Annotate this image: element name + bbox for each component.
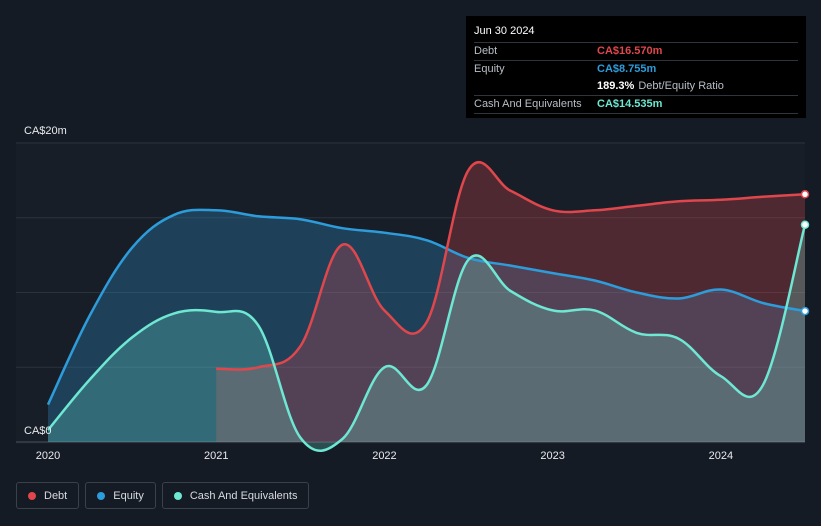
tooltip-equity-value: CA$8.755m bbox=[597, 63, 657, 75]
legend: Debt Equity Cash And Equivalents bbox=[16, 482, 310, 509]
debt-area bbox=[216, 162, 805, 443]
x-tick-label: 2023 bbox=[540, 450, 565, 462]
debt-endpoint[interactable] bbox=[800, 190, 810, 199]
tooltip-ratio-value: 189.3% bbox=[597, 80, 635, 92]
tooltip-ratio-label-empty bbox=[474, 78, 597, 95]
equity-area bbox=[48, 209, 805, 442]
tooltip-row-equity: Equity CA$8.755m bbox=[474, 60, 798, 78]
cash-line bbox=[47, 224, 807, 452]
legend-debt-label: Debt bbox=[44, 489, 68, 502]
tooltip-ratio-suffix: Debt/Equity Ratio bbox=[638, 80, 724, 92]
tooltip-cash-label: Cash And Equivalents bbox=[474, 98, 582, 110]
x-tick-label: 2020 bbox=[35, 450, 61, 462]
equity-dot-icon bbox=[97, 491, 106, 500]
tooltip-cash-value: CA$14.535m bbox=[597, 98, 663, 110]
tooltip-row-ratio: 189.3% Debt/Equity Ratio bbox=[474, 78, 798, 95]
equity-line bbox=[46, 208, 806, 406]
tooltip-row-cash: Cash And Equivalents CA$14.535m bbox=[474, 95, 798, 113]
legend-item-equity[interactable]: Equity bbox=[85, 482, 156, 509]
tooltip-divider bbox=[474, 113, 798, 114]
legend-item-cash[interactable]: Cash And Equivalents bbox=[161, 482, 310, 509]
x-tick-label: 2024 bbox=[708, 450, 734, 462]
legend-item-debt[interactable]: Debt bbox=[16, 482, 80, 509]
tooltip-debt-label: Debt bbox=[474, 45, 498, 57]
x-tick-label: 2022 bbox=[372, 450, 397, 462]
debt-dot-icon bbox=[28, 491, 36, 500]
y-axis-bottom-label: CA$0 bbox=[24, 425, 52, 437]
cash-dot-icon bbox=[173, 491, 182, 500]
tooltip-row-debt: Debt CA$16.570m bbox=[474, 42, 798, 60]
equity-endpoint[interactable] bbox=[800, 306, 810, 316]
legend-equity-label: Equity bbox=[113, 489, 144, 502]
cash-endpoint[interactable] bbox=[800, 220, 810, 229]
legend-cash-label: Cash And Equivalents bbox=[189, 489, 298, 502]
x-tick-label: 2021 bbox=[203, 450, 229, 462]
tooltip-date: Jun 30 2024 bbox=[474, 25, 535, 37]
tooltip-panel: Jun 30 2024 Debt CA$16.570m Equity CA$8.… bbox=[466, 16, 806, 118]
tooltip-debt-value: CA$16.570m bbox=[597, 45, 663, 57]
debt-line bbox=[216, 161, 806, 371]
cash-area bbox=[48, 224, 805, 451]
y-axis-top-label: CA$20m bbox=[24, 125, 67, 137]
tooltip-equity-label: Equity bbox=[474, 63, 505, 75]
